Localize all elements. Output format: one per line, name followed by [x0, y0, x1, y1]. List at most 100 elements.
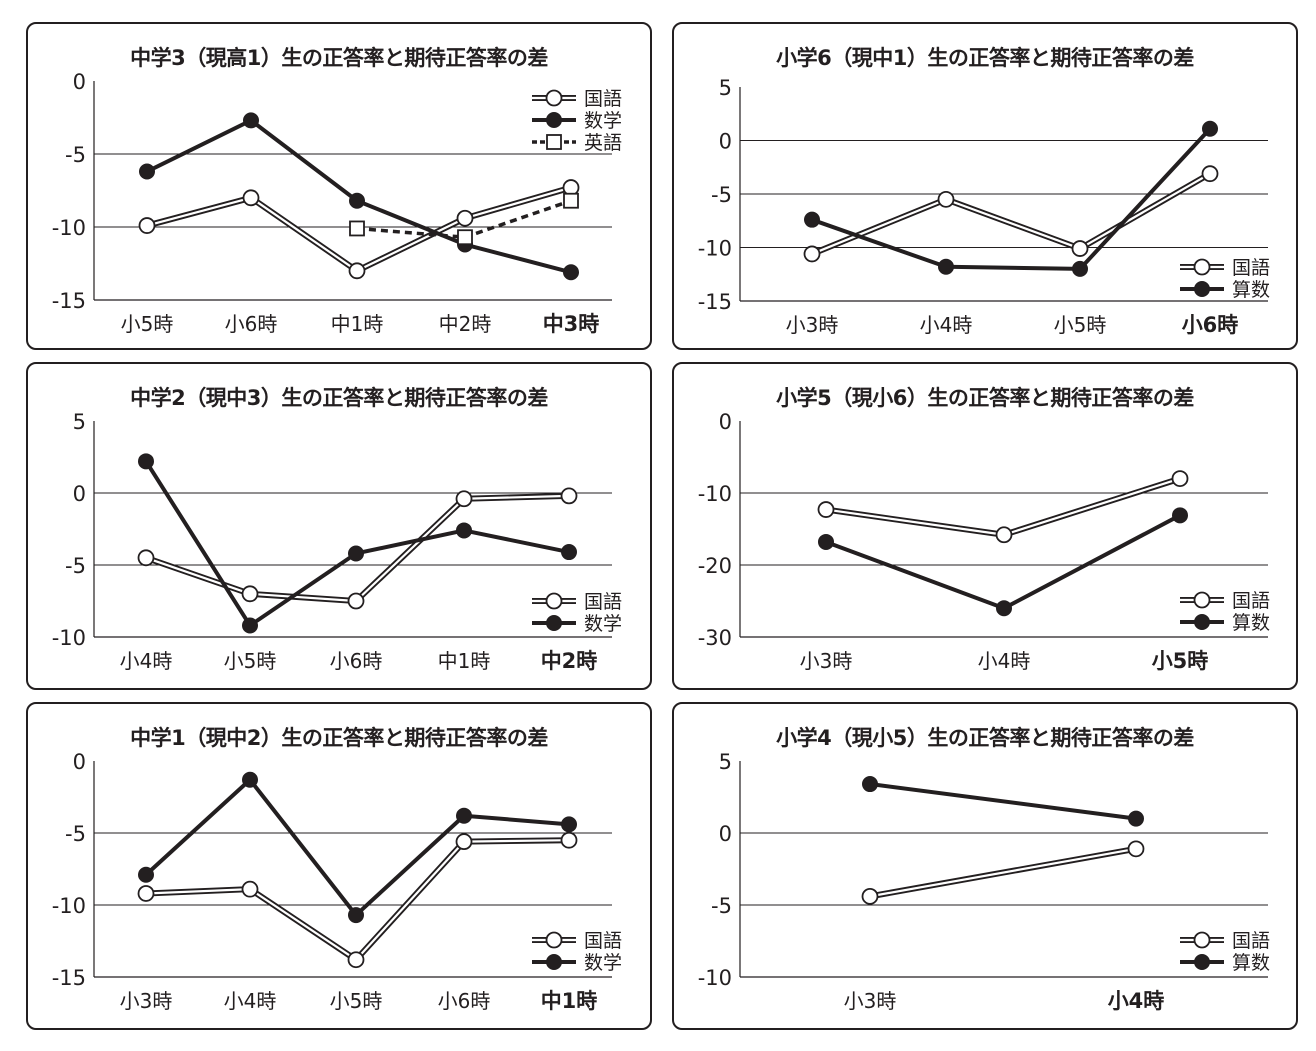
x-tick-label: 中1時 — [438, 649, 491, 673]
data-point — [243, 112, 259, 129]
x-tick-label: 小4時 — [120, 649, 173, 673]
legend-marker — [1193, 258, 1211, 276]
legend-marker — [545, 592, 563, 610]
y-tick-label: 5 — [73, 410, 86, 434]
data-point — [349, 220, 365, 237]
x-tick-label: 小6時 — [438, 989, 491, 1013]
data-point — [348, 545, 364, 562]
legend-label: 算数 — [1232, 952, 1270, 974]
chart-panel-junior2: 中学2（現中3）生の正答率と期待正答率の差 5 0 -5 -10 小4時 小5時 小6時 中1… — [26, 362, 652, 690]
legend-marker — [1193, 591, 1211, 609]
series-line — [811, 127, 1212, 271]
series-line — [811, 172, 1211, 255]
legend-marker — [546, 954, 562, 970]
y-tick-label: -10 — [698, 966, 732, 990]
x-tick-label: 小6時 — [330, 649, 383, 673]
data-point — [804, 211, 820, 228]
y-tick-label: -5 — [711, 183, 732, 207]
data-point — [137, 885, 155, 902]
data-point — [456, 209, 474, 227]
series-line-outline — [825, 475, 1181, 538]
data-point — [138, 866, 154, 883]
data-point — [1127, 840, 1145, 858]
data-point — [137, 549, 155, 567]
data-point — [1072, 260, 1088, 277]
data-point — [938, 258, 954, 275]
x-tick-label: 中1時 — [331, 312, 384, 336]
x-tick-label: 小3時 — [120, 989, 173, 1013]
legend-marker — [546, 615, 562, 631]
data-point — [560, 831, 578, 849]
chart-title: 中学1（現中2）生の正答率と期待正答率の差 — [130, 726, 548, 750]
legend-label: 国語 — [584, 591, 622, 613]
x-tick-label: 小3時 — [786, 313, 839, 337]
y-tick-label: -15 — [698, 290, 732, 314]
data-point — [456, 522, 472, 539]
data-point — [817, 501, 835, 518]
data-point — [455, 490, 473, 508]
y-tick-label: 0 — [73, 70, 86, 94]
x-tick-label: 小4時 — [920, 313, 973, 337]
legend-marker — [545, 931, 563, 949]
y-tick-label: 0 — [73, 750, 86, 774]
legend-label: 国語 — [1232, 590, 1270, 612]
series-line — [869, 847, 1137, 898]
y-tick-label: -10 — [698, 237, 732, 261]
legend-label: 国語 — [584, 930, 622, 952]
y-tick-label: -5 — [65, 554, 86, 578]
chart-panel-elementary4: 小学4（現小5）生の正答率と期待正答率の差 5 0 -5 -10 小3時 小4時 国語 算数 — [672, 702, 1298, 1030]
chart-panel-elementary6: 小学6（現中1）生の正答率と期待正答率の差 5 0 -5 -10 -15 小3時 小4時 小5… — [672, 22, 1298, 350]
legend-marker — [1194, 281, 1210, 297]
x-tick-label: 小5時 — [330, 989, 383, 1013]
data-point — [242, 617, 258, 634]
chart-panel-junior1: 中学1（現中2）生の正答率と期待正答率の差 0 -5 -10 -15 小3時 小4時 小5時… — [26, 702, 652, 1030]
y-tick-label: -20 — [698, 554, 732, 578]
data-point — [242, 771, 258, 788]
chart-title: 小学4（現小5）生の正答率と期待正答率の差 — [776, 726, 1194, 750]
x-tick-label: 小5時 — [1152, 649, 1209, 673]
data-point — [1171, 470, 1189, 487]
data-point — [1071, 240, 1089, 257]
legend-label: 算数 — [1232, 612, 1270, 634]
series-line-outline — [145, 837, 570, 963]
data-point — [457, 229, 473, 246]
y-tick-label: 0 — [73, 482, 86, 506]
x-tick-label: 小4時 — [224, 989, 277, 1013]
legend-marker — [1193, 931, 1211, 949]
series-line — [144, 777, 570, 918]
data-point — [139, 163, 155, 180]
legend-marker — [1194, 954, 1210, 970]
x-tick-label: 中2時 — [541, 649, 598, 673]
data-point — [138, 453, 154, 470]
legend-label: 国語 — [1232, 257, 1270, 279]
legend-label: 国語 — [1232, 930, 1270, 952]
x-tick-label: 小6時 — [1182, 313, 1239, 337]
y-tick-label: -10 — [52, 216, 86, 240]
chart-title: 小学6（現中1）生の正答率と期待正答率の差 — [776, 46, 1194, 70]
data-point — [349, 192, 365, 209]
y-tick-label: -15 — [52, 966, 86, 990]
y-tick-label: -30 — [698, 626, 732, 650]
x-tick-label: 中2時 — [439, 312, 492, 336]
y-tick-label: -10 — [698, 482, 732, 506]
y-tick-label: -5 — [711, 894, 732, 918]
data-point — [348, 907, 364, 924]
chart-title: 中学2（現中3）生の正答率と期待正答率の差 — [130, 386, 548, 410]
data-point — [138, 217, 156, 234]
y-tick-label: 0 — [719, 130, 732, 154]
x-tick-label: 中1時 — [541, 989, 598, 1013]
data-point — [241, 880, 259, 898]
x-tick-label: 小6時 — [225, 312, 278, 336]
x-tick-label: 小5時 — [224, 649, 277, 673]
y-tick-label: -5 — [65, 143, 86, 167]
data-point — [563, 192, 579, 209]
data-point — [560, 487, 578, 505]
x-tick-label: 小4時 — [978, 649, 1031, 673]
legend-label: 国語 — [584, 88, 622, 110]
chart-panel-elementary5: 小学5（現小6）生の正答率と期待正答率の差 0 -10 -20 -30 小3時 小4時 小5… — [672, 362, 1298, 690]
legend-label: 数学 — [584, 613, 622, 635]
y-tick-label: 0 — [719, 822, 732, 846]
